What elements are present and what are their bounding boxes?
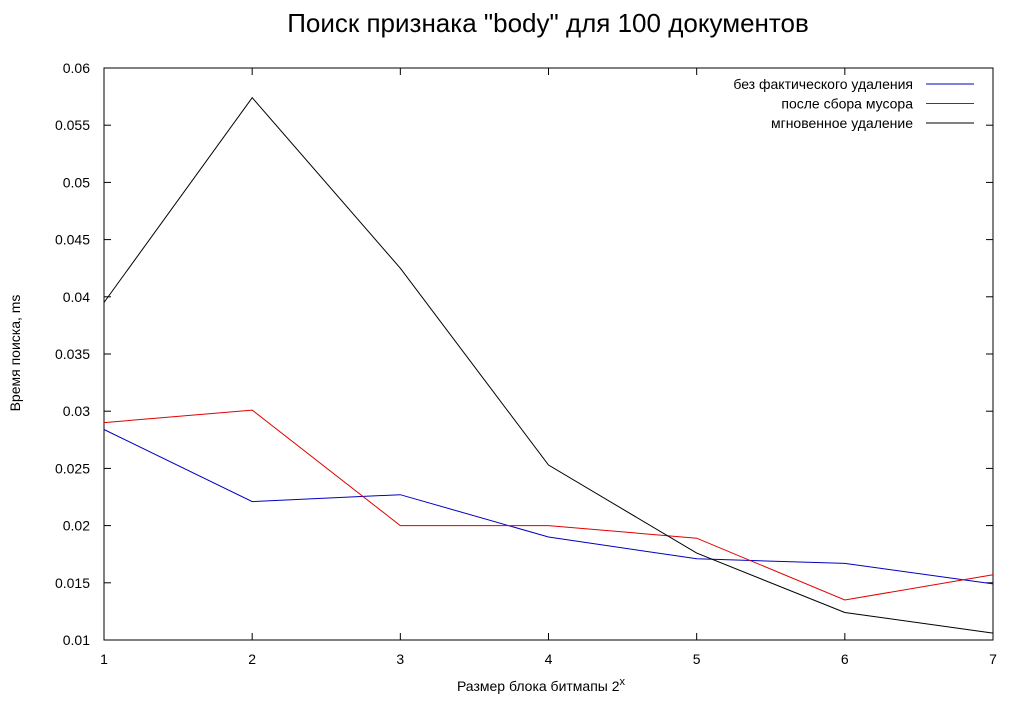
y-tick-label: 0.04 <box>63 289 90 305</box>
y-tick-label: 0.05 <box>63 174 90 190</box>
y-axis-label: Время поиска, ms <box>7 295 23 412</box>
chart-title: Поиск признака "body" для 100 документов <box>287 8 809 38</box>
x-tick-label: 2 <box>248 651 256 667</box>
x-tick-label: 6 <box>841 651 849 667</box>
y-tick-label: 0.06 <box>63 60 90 76</box>
x-axis-label-text: Размер блока битмапы 2 <box>457 678 620 694</box>
x-tick-label: 3 <box>396 651 404 667</box>
legend-label: после сбора мусора <box>781 96 913 112</box>
y-tick-label: 0.01 <box>63 632 90 648</box>
plot-border <box>103 67 994 641</box>
y-tick-label: 0.025 <box>55 460 90 476</box>
y-tick-label: 0.045 <box>55 232 90 248</box>
legend-label: без фактического удаления <box>733 76 913 92</box>
series-line-3 <box>103 96 994 634</box>
y-tick-label: 0.015 <box>55 575 90 591</box>
series-line-1 <box>103 429 994 585</box>
series-line-2 <box>103 409 994 601</box>
x-tick-label: 1 <box>100 651 108 667</box>
plot-frame <box>103 67 994 641</box>
axis-ticks: 0.01 0.015 0.02 0.025 0.03 0.035 0.04 0.045 0.05… <box>55 60 997 667</box>
y-tick-label: 0.02 <box>63 518 90 534</box>
x-tick-label: 4 <box>545 651 553 667</box>
legend-label: мгновенное удаление <box>771 115 913 131</box>
series-lines <box>103 96 994 634</box>
x-axis-label-superscript: x <box>620 676 626 688</box>
y-tick-label: 0.055 <box>55 117 90 133</box>
x-tick-label: 5 <box>693 651 701 667</box>
y-tick-label: 0.035 <box>55 346 90 362</box>
y-tick-label: 0.03 <box>63 403 90 419</box>
x-tick-label: 7 <box>989 651 997 667</box>
x-axis-label: Размер блока битмапы 2x <box>457 676 626 694</box>
legend: без фактического удаления после сбора мус… <box>733 76 974 131</box>
